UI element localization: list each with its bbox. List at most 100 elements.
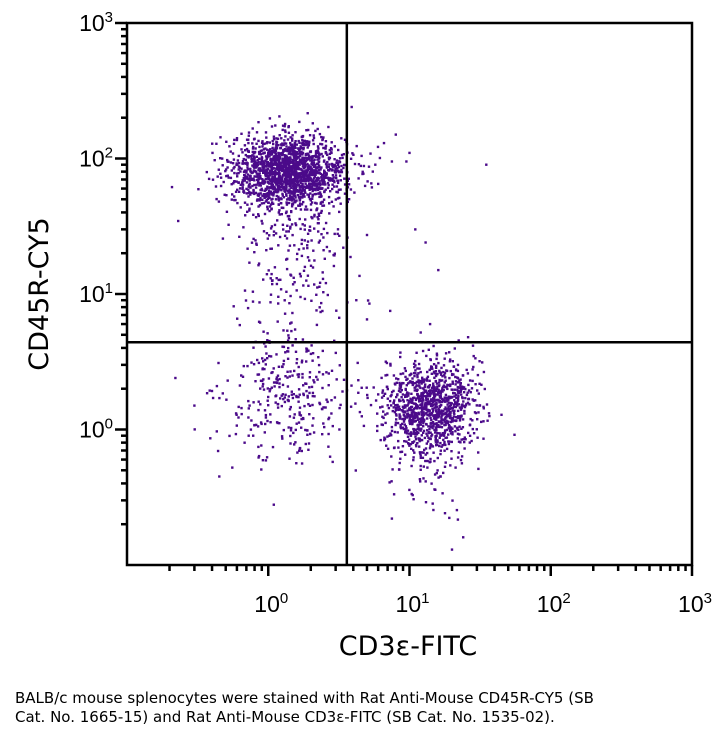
data-point bbox=[219, 172, 222, 175]
data-point bbox=[325, 371, 328, 374]
data-point bbox=[435, 427, 438, 431]
data-point bbox=[247, 416, 250, 419]
data-point bbox=[257, 121, 260, 124]
data-point bbox=[311, 424, 314, 427]
data-point bbox=[316, 215, 319, 219]
data-point bbox=[405, 378, 408, 381]
data-point bbox=[250, 159, 254, 162]
data-point bbox=[456, 404, 459, 407]
data-point bbox=[355, 144, 358, 148]
data-point bbox=[459, 458, 463, 462]
data-point bbox=[387, 406, 391, 410]
data-point bbox=[266, 208, 269, 211]
data-point bbox=[287, 168, 290, 171]
data-point bbox=[272, 202, 275, 205]
data-point bbox=[289, 225, 292, 228]
data-point bbox=[408, 417, 412, 420]
data-point bbox=[465, 368, 468, 372]
data-point bbox=[443, 381, 446, 384]
data-point bbox=[308, 404, 312, 407]
data-point bbox=[449, 401, 452, 405]
data-point bbox=[417, 438, 421, 441]
data-point bbox=[309, 177, 312, 180]
data-point bbox=[286, 257, 289, 261]
data-point bbox=[294, 222, 297, 225]
data-point bbox=[403, 423, 406, 426]
data-point bbox=[252, 165, 255, 168]
data-point bbox=[261, 385, 264, 388]
data-point bbox=[422, 425, 425, 428]
data-point bbox=[289, 322, 292, 325]
data-point bbox=[294, 158, 297, 161]
data-point bbox=[450, 402, 453, 405]
data-point bbox=[258, 204, 262, 207]
data-point bbox=[310, 185, 313, 189]
data-point bbox=[407, 432, 411, 435]
data-point bbox=[426, 459, 429, 463]
data-point bbox=[444, 412, 448, 415]
data-point bbox=[445, 447, 449, 451]
data-point bbox=[224, 168, 228, 171]
data-point bbox=[193, 428, 196, 431]
data-point bbox=[409, 419, 412, 422]
data-point bbox=[304, 177, 308, 180]
data-point bbox=[237, 181, 240, 184]
data-point bbox=[312, 179, 315, 182]
data-point bbox=[255, 175, 258, 178]
data-point bbox=[311, 394, 314, 398]
data-point bbox=[474, 399, 477, 402]
data-point bbox=[236, 317, 239, 320]
data-point bbox=[279, 186, 283, 189]
data-point bbox=[331, 424, 334, 428]
data-point bbox=[420, 416, 424, 419]
data-point bbox=[287, 161, 290, 165]
data-point bbox=[439, 475, 442, 478]
data-point bbox=[284, 142, 288, 145]
data-point bbox=[421, 401, 424, 404]
data-point bbox=[312, 173, 315, 177]
data-point bbox=[456, 456, 460, 459]
data-point bbox=[238, 384, 242, 387]
data-point bbox=[221, 164, 224, 167]
data-point bbox=[296, 176, 299, 180]
data-point bbox=[297, 373, 301, 376]
data-point bbox=[423, 394, 426, 398]
data-point bbox=[321, 182, 324, 185]
data-point bbox=[444, 430, 447, 433]
data-point bbox=[454, 466, 457, 469]
data-point bbox=[262, 330, 265, 333]
data-point bbox=[399, 426, 402, 429]
data-point bbox=[455, 396, 458, 400]
data-point bbox=[416, 418, 420, 421]
data-point bbox=[226, 158, 229, 162]
data-point bbox=[309, 199, 312, 202]
data-point bbox=[306, 112, 309, 115]
data-point bbox=[305, 350, 308, 353]
data-point bbox=[376, 424, 379, 428]
data-point bbox=[458, 433, 461, 436]
data-point bbox=[294, 140, 297, 143]
data-point-outlier bbox=[193, 404, 196, 407]
data-point bbox=[475, 404, 478, 407]
data-point bbox=[272, 148, 275, 151]
data-point bbox=[253, 175, 256, 178]
data-point bbox=[264, 422, 267, 426]
data-point bbox=[343, 163, 346, 167]
data-point bbox=[303, 239, 306, 242]
data-point bbox=[296, 164, 300, 167]
data-point bbox=[325, 176, 328, 179]
data-point bbox=[383, 438, 386, 442]
data-point bbox=[436, 469, 439, 472]
data-point bbox=[435, 364, 438, 367]
data-point bbox=[281, 345, 284, 348]
data-point bbox=[329, 190, 332, 193]
data-point bbox=[291, 344, 294, 347]
data-point bbox=[372, 386, 375, 389]
data-point bbox=[342, 166, 345, 170]
data-point bbox=[218, 396, 221, 400]
data-point bbox=[389, 404, 393, 407]
data-point bbox=[308, 371, 312, 374]
data-point bbox=[443, 420, 447, 423]
data-point bbox=[445, 385, 448, 389]
data-point bbox=[339, 188, 342, 191]
